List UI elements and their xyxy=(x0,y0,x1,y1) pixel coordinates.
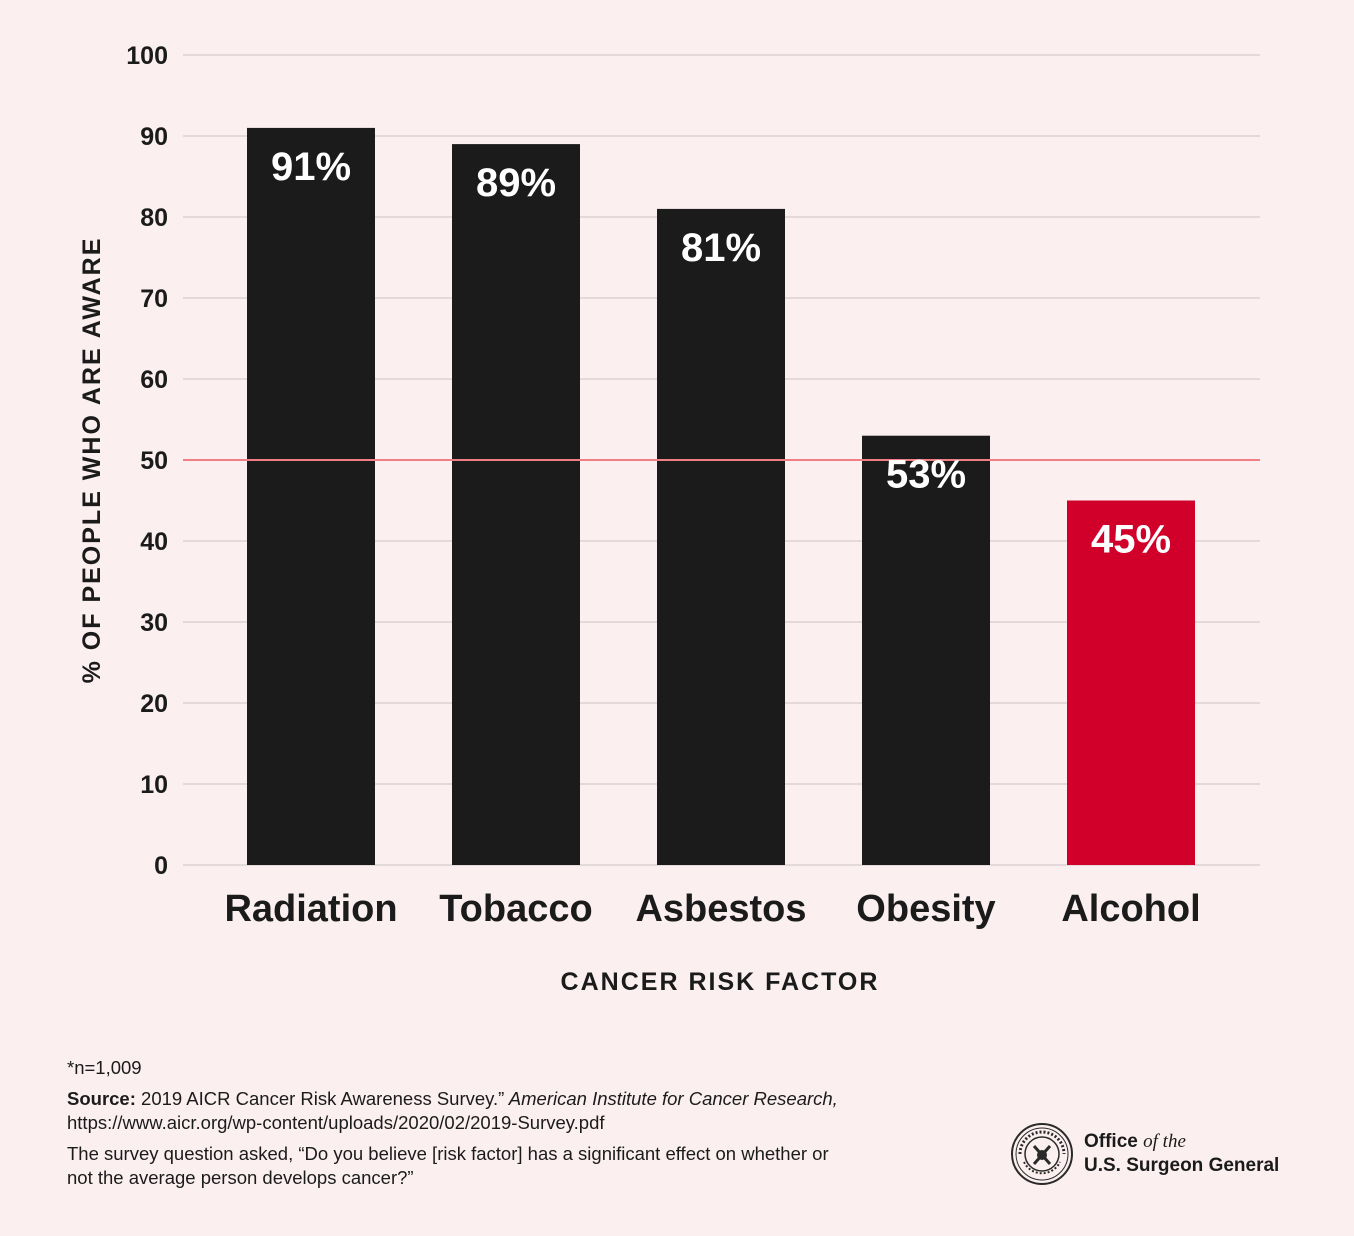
y-tick-label: 30 xyxy=(140,609,168,637)
x-axis-category-labels: Radiation Tobacco Asbestos Obesity Alcohol xyxy=(224,888,1200,930)
bar-value-label: 89% xyxy=(476,161,556,205)
bar-obesity xyxy=(862,435,990,865)
bar-radiation xyxy=(247,127,375,865)
y-tick-label: 20 xyxy=(140,690,168,718)
surgeon-general-seal-icon xyxy=(1011,1123,1073,1185)
x-category-label: Radiation xyxy=(224,888,397,930)
y-axis-title: % OF PEOPLE WHO ARE AWARE xyxy=(78,237,106,684)
y-tick-label: 100 xyxy=(126,42,168,70)
y-tick-label: 80 xyxy=(140,204,168,232)
source-url: https://www.aicr.org/wp-content/uploads/… xyxy=(67,1112,605,1133)
bar-value-label: 81% xyxy=(681,226,761,270)
bar-value-label: 53% xyxy=(886,453,966,497)
logo-line-1: Office of the xyxy=(1084,1130,1279,1154)
y-tick-label: 10 xyxy=(140,771,168,799)
logo-name: U.S. Surgeon General xyxy=(1084,1155,1280,1176)
y-tick-label: 40 xyxy=(140,528,168,556)
bar-alcohol xyxy=(1067,500,1195,865)
bar-chart: 0 10 20 30 40 50 60 70 80 90 100 91% 89% 81% 53% 45% R… xyxy=(78,42,1260,996)
source-publisher: American Institute for Cancer Research, xyxy=(504,1088,838,1109)
y-tick-label: 50 xyxy=(140,447,168,475)
bar-value-label: 45% xyxy=(1091,518,1171,562)
source-note: Source: 2019 AICR Cancer Risk Awareness … xyxy=(67,1087,857,1135)
x-category-label: Asbestos xyxy=(635,888,806,930)
logo-office: Office xyxy=(1084,1131,1138,1152)
bar-tobacco xyxy=(452,144,580,866)
bar-asbestos xyxy=(657,208,785,865)
surgeon-general-logo: Office of the U.S. Surgeon General xyxy=(1010,1122,1279,1186)
y-tick-label: 60 xyxy=(140,366,168,394)
source-text: 2019 AICR Cancer Risk Awareness Survey.” xyxy=(135,1088,505,1109)
x-category-label: Obesity xyxy=(856,888,995,930)
bars xyxy=(247,127,1195,866)
footnotes: *n=1,009 Source: 2019 AICR Cancer Risk A… xyxy=(67,1056,857,1190)
source-label: Source: xyxy=(67,1088,136,1109)
y-tick-label: 90 xyxy=(140,123,168,151)
logo-of-the: of the xyxy=(1143,1131,1186,1152)
x-category-label: Tobacco xyxy=(439,888,592,930)
y-tick-label: 70 xyxy=(140,285,168,313)
bar-value-label: 91% xyxy=(271,145,351,189)
sample-size-note: *n=1,009 xyxy=(67,1057,142,1078)
bar-value-labels: 91% 89% 81% 53% 45% xyxy=(271,145,1171,562)
survey-question-note: The survey question asked, “Do you belie… xyxy=(67,1143,829,1188)
y-tick-label: 0 xyxy=(154,852,168,880)
y-axis-ticks: 0 10 20 30 40 50 60 70 80 90 100 xyxy=(126,42,168,880)
x-category-label: Alcohol xyxy=(1061,888,1200,930)
x-axis-title: CANCER RISK FACTOR xyxy=(561,968,880,996)
